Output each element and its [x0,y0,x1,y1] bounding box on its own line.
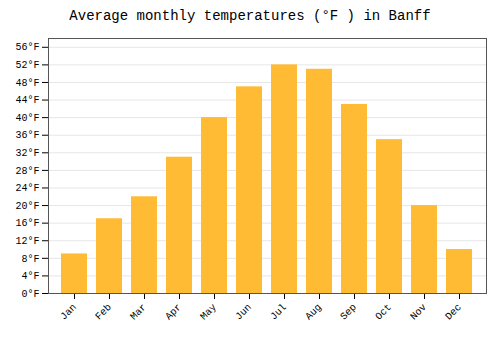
svg-text:48°F: 48°F [15,78,39,89]
svg-text:20°F: 20°F [15,201,39,212]
svg-text:Feb: Feb [93,302,114,323]
svg-text:0°F: 0°F [21,289,39,300]
svg-text:44°F: 44°F [15,95,39,106]
svg-text:28°F: 28°F [15,166,39,177]
svg-text:40°F: 40°F [15,113,39,124]
svg-text:Jun: Jun [233,302,254,323]
html-text:Average monthly temperatures (: Average monthly temperatures (°F ) in Ba… [69,8,431,24]
svg-text:36°F: 36°F [15,130,39,141]
svg-text:May: May [198,302,219,323]
svg-text:Sep: Sep [338,302,359,323]
svg-text:32°F: 32°F [15,148,39,159]
svg-text:4°F: 4°F [21,271,39,282]
svg-text:52°F: 52°F [15,60,39,71]
svg-text:56°F: 56°F [15,42,39,53]
svg-text:Jan: Jan [58,302,79,323]
svg-text:Mar: Mar [128,302,149,323]
svg-text:Aug: Aug [303,302,324,323]
svg-text:Apr: Apr [163,302,184,323]
svg-text:24°F: 24°F [15,183,39,194]
svg-text:12°F: 12°F [15,236,39,247]
svg-text:Dec: Dec [443,302,464,323]
svg-text:Nov: Nov [408,302,429,323]
svg-text:Jul: Jul [268,302,289,323]
svg-text:8°F: 8°F [21,254,39,265]
svg-text:16°F: 16°F [15,218,39,229]
svg-text:Oct: Oct [373,302,394,323]
